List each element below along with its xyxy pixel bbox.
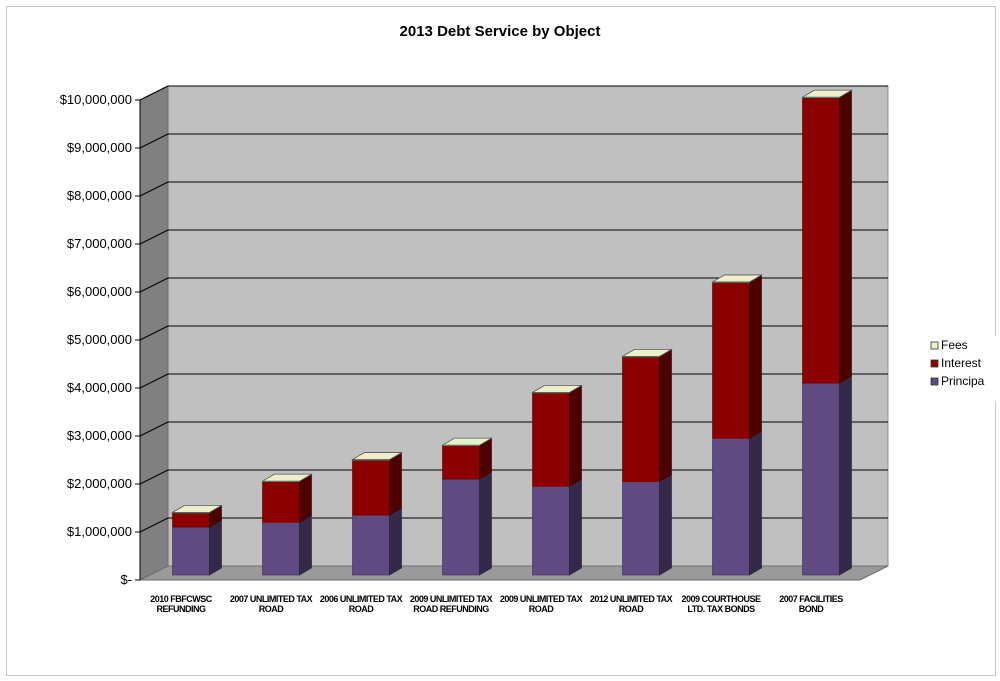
bar-principal [352, 514, 390, 576]
x-tick-label: 2012 UNLIMITED TAX [590, 594, 673, 604]
bar-top-cap [261, 473, 313, 482]
bar-interest-side [659, 349, 672, 482]
y-tick-label: $6,000,000 [67, 284, 132, 299]
x-tick-label: REFUNDING [157, 604, 206, 614]
y-tick-label: $8,000,000 [67, 188, 132, 203]
x-tick-label: 2009 UNLIMITED TAX [500, 594, 583, 604]
x-tick-label: ROAD [349, 604, 374, 614]
gridline-side [139, 469, 169, 485]
y-tick-label: $1,000,000 [67, 524, 132, 539]
x-tick-label: ROAD [259, 604, 284, 614]
bar-interest-side [569, 385, 582, 487]
bar-stack [801, 89, 853, 576]
y-tick-label: $4,000,000 [67, 380, 132, 395]
gridline-side [139, 133, 169, 149]
legend-label: Interest [941, 356, 982, 370]
bar-stack [711, 274, 763, 576]
legend-swatch [930, 359, 939, 368]
x-tick-label: 2006 UNLIMITED TAX [320, 594, 403, 604]
y-tick-label: $- [120, 572, 132, 587]
bar-principal-side [569, 478, 582, 576]
bar-interest [172, 512, 210, 528]
chart-floor [139, 565, 889, 581]
gridline-side [139, 421, 169, 437]
bar-principal [622, 481, 660, 576]
legend-label: Principa [941, 374, 985, 388]
bar-stack [621, 348, 673, 576]
x-tick-label: 2007 FACILITIES [779, 594, 843, 604]
bar-interest-side [389, 452, 402, 516]
bar-stack [441, 437, 493, 576]
bar-principal [172, 526, 210, 576]
bar-interest-side [299, 473, 312, 523]
bar-principal-side [209, 519, 222, 576]
bar-interest [442, 445, 480, 480]
gridline-side [139, 373, 169, 389]
y-tick-label: $7,000,000 [67, 236, 132, 251]
gridline-side [139, 85, 169, 101]
x-tick-label: 2007 UNLIMITED TAX [230, 594, 313, 604]
bar-stack [531, 384, 583, 576]
bar-interest [802, 97, 840, 384]
x-tick-label: BOND [799, 604, 824, 614]
bar-principal [712, 437, 750, 576]
bar-interest-side [749, 274, 762, 439]
x-tick-label: 2010 FBFCWSC [150, 594, 213, 604]
bar-stack [171, 504, 223, 576]
x-tick-label: ROAD [529, 604, 554, 614]
bar-principal-side [479, 471, 492, 576]
y-tick-label: $3,000,000 [67, 428, 132, 443]
bar-principal-side [659, 473, 672, 576]
bar-top-cap [711, 274, 763, 283]
bar-interest [352, 459, 390, 516]
gridline-side [139, 325, 169, 341]
legend-box [926, 336, 1000, 402]
gridline-side [139, 181, 169, 197]
bar-principal-side [299, 514, 312, 576]
bar-top-cap [351, 452, 403, 460]
legend-swatch [930, 341, 939, 350]
bar-top-cap [171, 504, 223, 513]
y-tick-label: $9,000,000 [67, 140, 132, 155]
bar-principal [442, 478, 480, 576]
bar-principal [532, 485, 570, 576]
gridline-side [139, 277, 169, 293]
gridline-side [139, 517, 169, 533]
bar-principal-side [389, 507, 402, 576]
bar-stack [351, 452, 403, 576]
x-tick-label: ROAD REFUNDING [413, 604, 489, 614]
bar-top-cap [441, 437, 493, 446]
y-tick-label: $10,000,000 [60, 92, 132, 107]
bar-principal [262, 521, 300, 576]
bar-principal-side [749, 430, 762, 576]
bar-top-cap [531, 384, 583, 393]
bar-stack [261, 473, 313, 576]
bar-interest [712, 281, 750, 439]
legend-swatch [930, 377, 939, 386]
bar-top-cap [801, 89, 853, 98]
y-tick-label: $5,000,000 [67, 332, 132, 347]
bar-interest [262, 481, 300, 523]
x-tick-label: ROAD [619, 604, 644, 614]
y-tick-label: $2,000,000 [67, 476, 132, 491]
x-tick-label: 2009 UNLIMITED TAX [410, 594, 493, 604]
x-tick-label: LTD. TAX BONDS [687, 604, 755, 614]
bar-principal-side [839, 375, 852, 576]
legend-label: Fees [941, 338, 968, 352]
bar-interest [532, 392, 570, 487]
chart-title: 2013 Debt Service by Object [400, 23, 601, 40]
bar-top-cap [621, 348, 673, 357]
bar-principal [802, 382, 840, 576]
x-tick-label: 2009 COURTHOUSE [681, 594, 761, 604]
bar-interest-side [839, 89, 852, 384]
gridline-side [139, 229, 169, 245]
bar-interest [622, 356, 660, 482]
